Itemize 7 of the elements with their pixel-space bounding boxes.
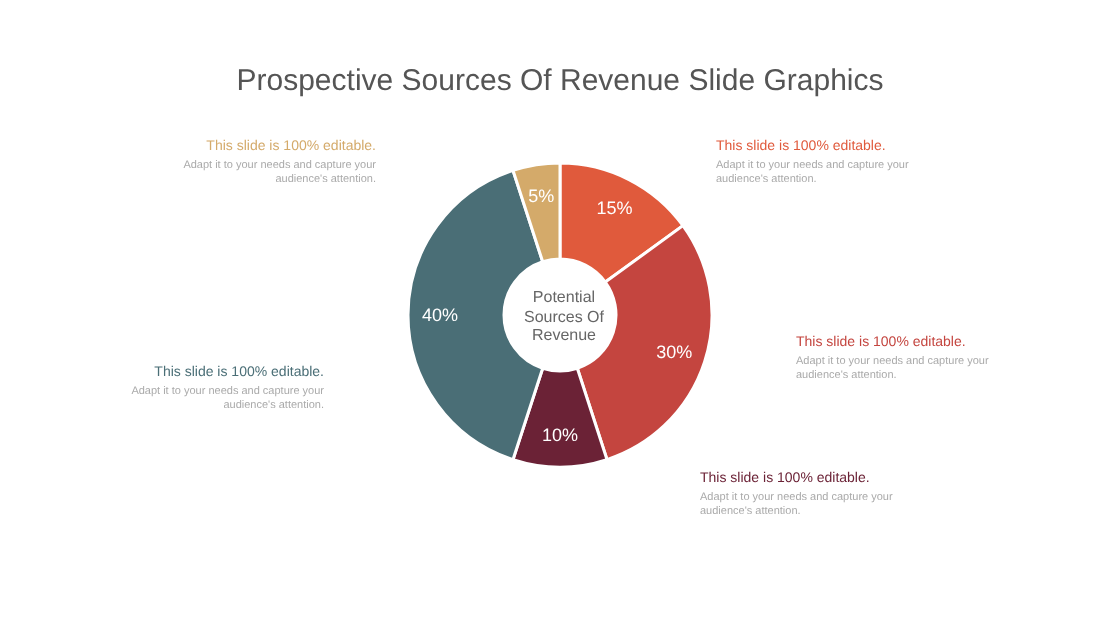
chart-title: Prospective Sources Of Revenue Slide Graphics bbox=[236, 64, 884, 98]
text: Potential Sources Of Revenue bbox=[521, 288, 606, 346]
data-label: 5% bbox=[528, 186, 555, 207]
data-label: 10% bbox=[541, 425, 579, 445]
data-label: 30% bbox=[656, 342, 693, 363]
data-label: 40% bbox=[421, 305, 459, 325]
data-label: 15% bbox=[596, 198, 633, 219]
